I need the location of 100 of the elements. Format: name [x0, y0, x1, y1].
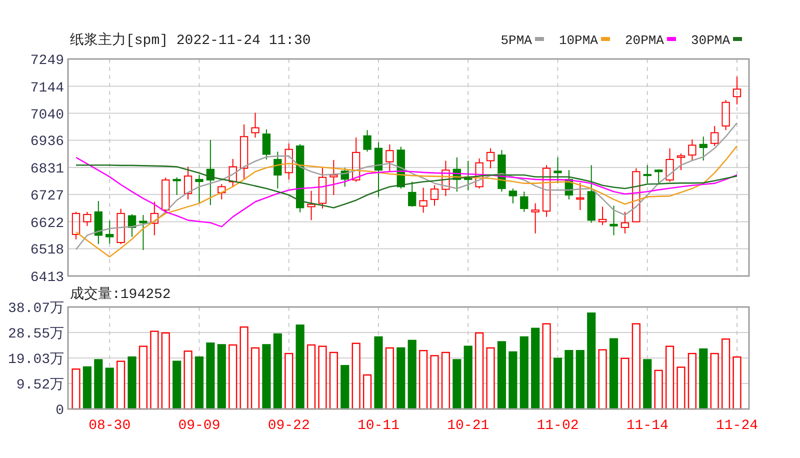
- candlestick: [587, 164, 596, 224]
- bar: [206, 342, 215, 410]
- x-tick-label: 11-24: [716, 418, 758, 434]
- x-tick-label: 10-11: [357, 418, 400, 434]
- candlestick: [94, 200, 102, 245]
- bar: [396, 347, 406, 410]
- bar: [508, 351, 518, 410]
- bar: [172, 360, 182, 410]
- bar: [531, 328, 540, 410]
- bar: [598, 349, 607, 410]
- bar: [72, 368, 80, 410]
- y-tick-label: 28.55万: [8, 326, 64, 343]
- bar: [441, 352, 450, 410]
- candlestick: [643, 164, 652, 184]
- candlestick: [374, 142, 383, 198]
- x-tick-label: 11-02: [536, 418, 579, 434]
- bar: [240, 326, 248, 410]
- bar: [710, 352, 719, 410]
- bar: [665, 346, 674, 410]
- bar: [486, 347, 495, 410]
- bar: [296, 324, 304, 410]
- bar: [654, 370, 663, 410]
- candlestick: [284, 142, 293, 180]
- bar: [385, 347, 394, 410]
- bar: [306, 344, 316, 410]
- bar: [352, 342, 360, 410]
- y-tick-label: 7144: [30, 80, 64, 96]
- bar: [408, 340, 416, 410]
- legend-label: 20PMA: [624, 33, 664, 48]
- y-tick-label: 6518: [30, 242, 64, 259]
- bar: [520, 336, 528, 410]
- y-tick-label: 6413: [30, 270, 64, 286]
- y-tick-label: 6936: [30, 134, 64, 150]
- line-series: [75, 156, 738, 228]
- bar: [82, 366, 92, 410]
- legend-label: 30PMA: [690, 33, 730, 48]
- bar: [138, 346, 148, 410]
- line-series: [75, 164, 738, 208]
- bar: [228, 344, 238, 410]
- legend-label: 5PMA: [500, 33, 532, 48]
- y-tick-label: 0: [56, 403, 64, 419]
- y-tick-label: 19.03万: [8, 352, 64, 368]
- candlestick: [307, 190, 316, 221]
- bar: [576, 350, 584, 410]
- bar: [564, 350, 574, 410]
- bar: [475, 332, 484, 410]
- x-tick-label: 09-09: [178, 418, 220, 434]
- candlestick: [699, 136, 708, 161]
- bar: [318, 346, 327, 410]
- candlestick: [576, 182, 584, 211]
- bar: [553, 358, 562, 410]
- bar: [542, 323, 551, 410]
- x-tick-label: 11-14: [626, 418, 668, 434]
- bar: [250, 347, 260, 410]
- chart-title: 成交量:194252: [70, 286, 171, 303]
- bar: [688, 352, 696, 410]
- chart-title: 纸浆主力[spm] 2022-11-24 11:30: [70, 32, 311, 49]
- bar: [273, 333, 282, 410]
- candlestick: [251, 112, 260, 138]
- bar: [620, 358, 630, 410]
- y-tick-label: 9.52万: [16, 377, 64, 394]
- bar: [419, 350, 428, 410]
- candlestick: [554, 156, 562, 184]
- bar: [430, 355, 439, 410]
- bar: [609, 338, 618, 410]
- bar: [262, 344, 271, 410]
- y-tick-label: 6831: [30, 162, 64, 178]
- y-tick-label: 6727: [30, 188, 64, 204]
- bar: [374, 336, 383, 410]
- bar: [464, 346, 472, 410]
- bar: [150, 330, 159, 410]
- candlestick: [240, 124, 248, 180]
- bar: [116, 360, 126, 410]
- bar: [194, 356, 204, 410]
- bar: [587, 312, 596, 410]
- candlestick: [184, 166, 192, 200]
- y-tick-label: 6622: [30, 216, 64, 232]
- bar: [284, 352, 294, 410]
- bar: [722, 338, 730, 410]
- candlestick: [732, 76, 742, 105]
- bar: [632, 323, 640, 410]
- candlestick: [150, 201, 159, 236]
- y-tick-label: 7040: [30, 107, 64, 124]
- x-tick-label: 10-21: [447, 418, 490, 434]
- candlestick: [520, 191, 528, 212]
- bar: [732, 356, 742, 410]
- bar: [161, 332, 170, 410]
- y-tick-label: 7249: [30, 53, 64, 69]
- bar: [105, 368, 114, 410]
- candlestick: [610, 205, 618, 236]
- bar: [497, 341, 506, 410]
- bar: [128, 356, 136, 410]
- bar: [699, 348, 708, 410]
- bar: [643, 359, 652, 410]
- x-tick-label: 09-22: [268, 418, 310, 434]
- bar: [329, 352, 338, 410]
- candlestick: [419, 187, 428, 214]
- x-tick-label: 08-30: [88, 418, 131, 434]
- line-series: [75, 122, 738, 250]
- bar: [362, 374, 372, 410]
